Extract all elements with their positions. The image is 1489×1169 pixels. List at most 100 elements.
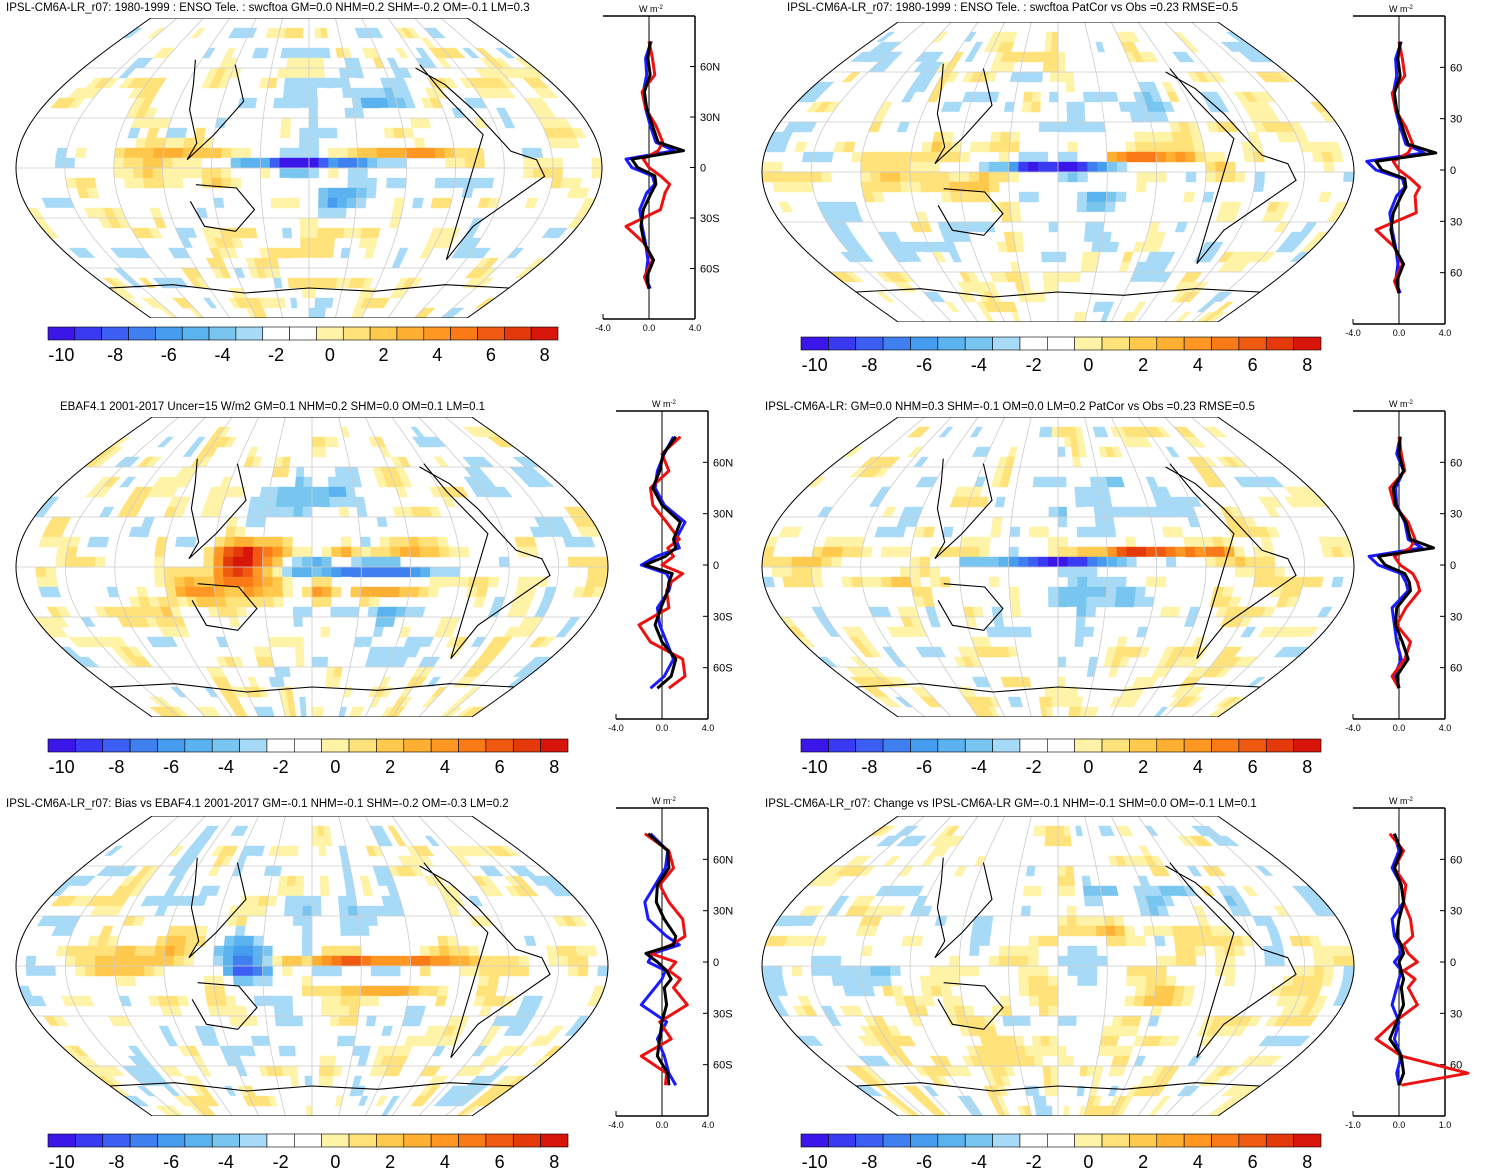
map-cell bbox=[830, 965, 842, 977]
map-cell bbox=[1077, 161, 1088, 173]
map-cell bbox=[571, 127, 587, 139]
map-cell bbox=[379, 985, 391, 997]
map-cell bbox=[366, 147, 378, 159]
map-cell bbox=[74, 965, 86, 977]
map-cell bbox=[868, 626, 885, 638]
colorbar-tick-label: 8 bbox=[1302, 355, 1312, 375]
map-cell bbox=[361, 965, 372, 977]
map-cell bbox=[351, 566, 362, 578]
map-cell bbox=[552, 167, 564, 179]
coastline bbox=[1165, 463, 1297, 660]
map-cell bbox=[213, 546, 225, 558]
map-cell bbox=[1008, 556, 1019, 568]
map-cell bbox=[470, 636, 487, 648]
map-cell bbox=[860, 945, 873, 957]
map-cell bbox=[1057, 875, 1067, 887]
map-cell bbox=[801, 566, 813, 578]
map-cell bbox=[1214, 546, 1226, 558]
map-cell bbox=[247, 706, 259, 717]
map-cell bbox=[482, 177, 495, 189]
map-cell bbox=[870, 161, 882, 173]
map-cell bbox=[333, 456, 343, 468]
map-cell bbox=[262, 945, 274, 957]
map-cell bbox=[378, 676, 392, 688]
map-cell bbox=[1105, 925, 1117, 937]
map-cell bbox=[1047, 151, 1059, 163]
map-cell bbox=[448, 945, 460, 957]
map-cell bbox=[138, 526, 152, 538]
map-cell bbox=[1105, 311, 1117, 322]
map-cell bbox=[447, 646, 463, 658]
map-cell bbox=[427, 586, 440, 598]
map-cell bbox=[321, 566, 332, 578]
map-cell bbox=[160, 1105, 180, 1116]
map-cell bbox=[1025, 71, 1036, 83]
map-cell bbox=[1057, 676, 1066, 688]
map-cell bbox=[508, 556, 520, 568]
map-cell bbox=[990, 131, 1002, 143]
map-cell bbox=[279, 466, 290, 478]
map-cell bbox=[275, 247, 286, 259]
map-cell bbox=[860, 546, 873, 558]
map-cell bbox=[74, 177, 87, 189]
map-cell bbox=[485, 985, 498, 997]
map-cell bbox=[1178, 211, 1191, 223]
map-cell bbox=[1010, 211, 1022, 223]
colorbar-swatch bbox=[235, 326, 264, 341]
map-cell bbox=[831, 546, 844, 558]
map-cell bbox=[369, 586, 381, 598]
map-cell bbox=[41, 995, 57, 1007]
map-cell bbox=[913, 426, 931, 438]
map-cell bbox=[1049, 71, 1059, 83]
map-cell bbox=[301, 945, 313, 957]
map-cell bbox=[85, 875, 105, 887]
map-cell bbox=[458, 546, 470, 558]
map-cell bbox=[1076, 201, 1088, 213]
map-cell bbox=[1241, 885, 1259, 897]
map-cell bbox=[821, 151, 834, 163]
map-cell bbox=[1077, 985, 1088, 997]
map-cell bbox=[317, 87, 327, 99]
map-cell bbox=[330, 606, 341, 618]
map-cell bbox=[1138, 845, 1152, 857]
map-cell bbox=[355, 197, 367, 209]
map-cell bbox=[133, 177, 145, 189]
map-cell bbox=[1225, 171, 1236, 183]
map-cell bbox=[1107, 556, 1118, 568]
map-cell bbox=[123, 167, 134, 179]
map-cell bbox=[567, 965, 579, 977]
map-cell bbox=[411, 197, 424, 209]
map-cell bbox=[370, 965, 382, 977]
map-cell bbox=[1022, 885, 1034, 897]
robinson-map bbox=[761, 816, 1355, 1116]
map-cell bbox=[429, 955, 441, 967]
map-cell bbox=[240, 157, 251, 169]
map-cell bbox=[173, 945, 186, 957]
map-cell bbox=[1018, 975, 1029, 987]
map-cell bbox=[980, 925, 992, 937]
map-cell bbox=[1072, 271, 1082, 283]
map-cell bbox=[230, 1095, 243, 1107]
map-cell bbox=[1156, 426, 1172, 438]
map-cell bbox=[990, 526, 1002, 538]
map-cell bbox=[918, 706, 936, 717]
map-cell bbox=[433, 456, 450, 468]
map-cell bbox=[1134, 586, 1147, 598]
map-cell bbox=[1050, 51, 1059, 63]
map-cell bbox=[492, 177, 505, 189]
map-cell bbox=[976, 706, 989, 717]
map-cell bbox=[275, 496, 287, 508]
map-cell bbox=[939, 975, 951, 987]
y-tick-label: 60N bbox=[700, 62, 720, 74]
coastline bbox=[856, 683, 1260, 693]
map-cell bbox=[386, 147, 397, 159]
map-cell bbox=[235, 217, 247, 229]
map-cell bbox=[1303, 965, 1315, 977]
map-cell bbox=[279, 167, 290, 179]
colorbar-swatch bbox=[129, 1133, 158, 1148]
map-cell bbox=[236, 706, 249, 717]
map-cell bbox=[349, 995, 361, 1007]
map-cell bbox=[311, 436, 319, 448]
map-cell bbox=[968, 965, 980, 977]
map-cell bbox=[333, 1065, 343, 1077]
